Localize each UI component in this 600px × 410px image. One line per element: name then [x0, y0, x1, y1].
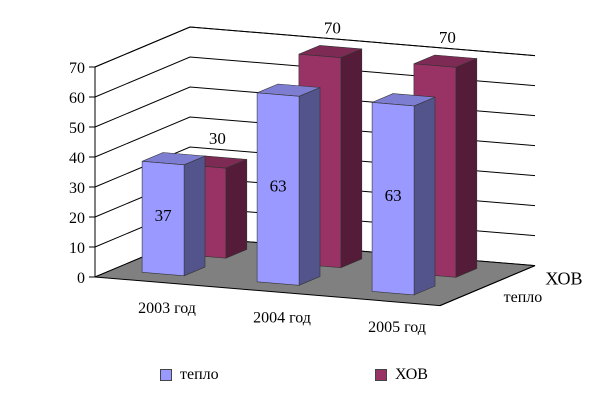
- legend-label-teplo: тепло: [180, 366, 219, 383]
- gridline: [94, 26, 536, 68]
- legend-label-hov: ХОВ: [395, 366, 428, 383]
- data-label: 37: [155, 206, 173, 225]
- data-label: 70: [324, 18, 341, 37]
- x-tick-label: 2004 год: [253, 310, 311, 327]
- data-label: 70: [439, 28, 456, 47]
- y-tick-label: 50: [69, 120, 85, 137]
- bar: [256, 92, 300, 286]
- bar-side: [298, 87, 321, 286]
- bar: [371, 102, 415, 296]
- x-axis-ticks: 2003 год 2004 год 2005 год: [138, 300, 426, 336]
- legend: тепло ХОВ: [0, 366, 600, 390]
- bar-side: [413, 96, 436, 296]
- legend-item-hov: ХОВ: [375, 366, 428, 384]
- x-tick-label: 2005 год: [368, 319, 426, 336]
- bar-side: [225, 158, 248, 259]
- chart-bars: [141, 45, 478, 296]
- y-axis-ticks: 0 10 20 30 40 50 60 70: [69, 60, 85, 287]
- bar-side: [340, 48, 363, 269]
- bar: [141, 160, 185, 277]
- depth-axis-line: [439, 265, 536, 307]
- data-labels: 30 70 70 37 63 63: [155, 18, 456, 224]
- y-tick-label: 70: [69, 60, 85, 77]
- y-tick-label: 10: [69, 240, 85, 257]
- data-label: 30: [209, 129, 226, 148]
- y-tick-label: 60: [69, 90, 85, 107]
- legend-swatch-hov: [375, 369, 387, 381]
- y-tick-label: 0: [77, 270, 85, 287]
- data-label: 63: [270, 176, 287, 195]
- bar-side: [183, 155, 206, 277]
- legend-swatch-teplo: [160, 369, 172, 381]
- bar-side: [455, 58, 478, 278]
- data-label: 63: [385, 186, 402, 205]
- depth-tick-label: ХОВ: [545, 268, 582, 288]
- y-tick-label: 40: [69, 150, 85, 167]
- depth-tick-label: тепло: [504, 289, 543, 306]
- y-tick-label: 20: [69, 210, 85, 227]
- x-tick-label: 2003 год: [138, 300, 196, 317]
- legend-item-teplo: тепло: [160, 366, 219, 384]
- y-tick-label: 30: [69, 180, 85, 197]
